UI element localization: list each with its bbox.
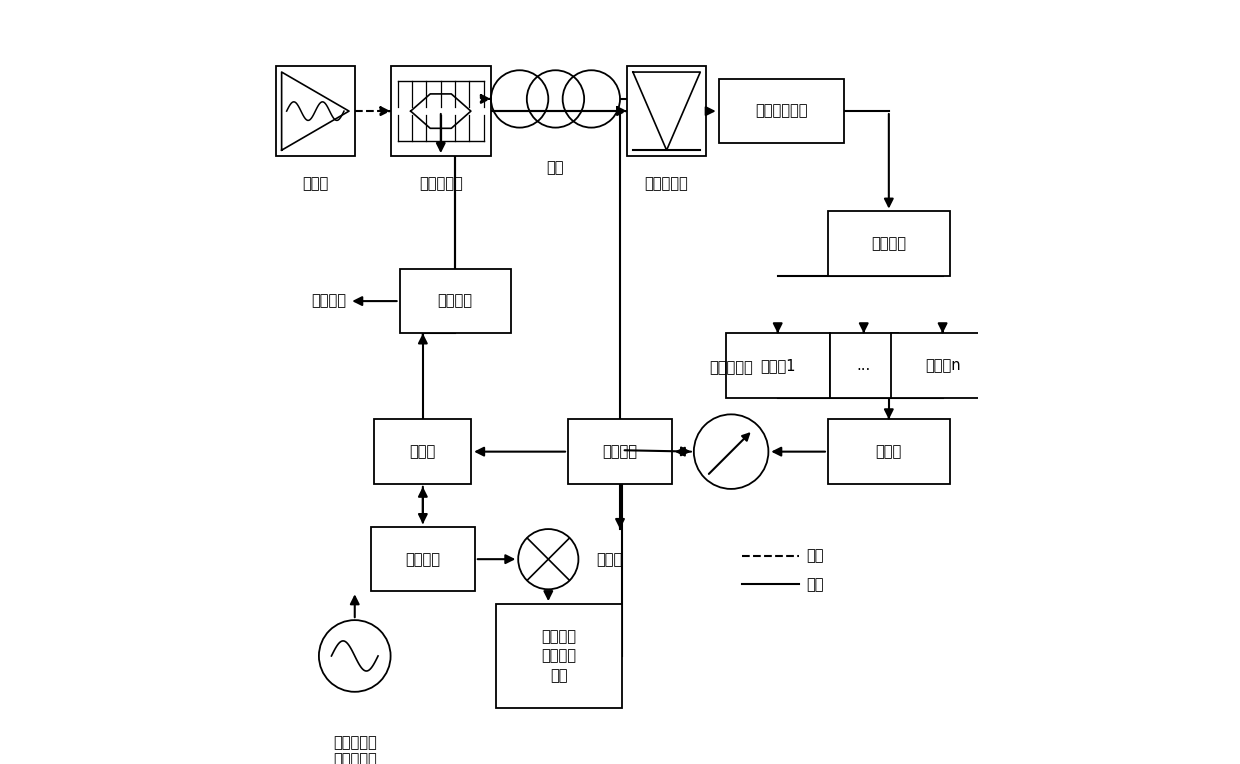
Bar [718, 79, 844, 144]
Text: 相位控制
伺服电路
模块: 相位控制 伺服电路 模块 [542, 629, 577, 683]
Text: 滤波器n: 滤波器n [925, 358, 961, 373]
Text: 高稳定可调
谐的微波源: 高稳定可调 谐的微波源 [332, 735, 377, 764]
Text: 电光调制器: 电光调制器 [419, 176, 463, 191]
Bar [828, 419, 950, 484]
Bar [568, 419, 672, 484]
Text: 功分器三: 功分器三 [438, 293, 472, 309]
Bar [830, 333, 898, 398]
Text: 微波开关: 微波开关 [872, 236, 906, 251]
Text: 功分器二: 功分器二 [405, 552, 440, 567]
Text: 低相噪放大器: 低相噪放大器 [755, 104, 807, 118]
Text: 光域: 光域 [806, 548, 823, 563]
Text: 光电探测器: 光电探测器 [645, 176, 688, 191]
Bar [496, 604, 621, 708]
Bar [371, 527, 475, 591]
Bar [374, 419, 471, 484]
Text: 压控移相器: 压控移相器 [709, 360, 753, 375]
Text: 滤波器1: 滤波器1 [760, 358, 796, 373]
Text: 输出信号: 输出信号 [311, 293, 346, 309]
Bar [391, 66, 491, 156]
Bar [275, 66, 355, 156]
Bar [627, 66, 706, 156]
Bar [399, 269, 511, 333]
Text: ...: ... [857, 358, 870, 373]
Text: 耦合器: 耦合器 [409, 444, 436, 459]
Bar [828, 212, 950, 276]
Bar [725, 333, 830, 398]
Text: 激光器: 激光器 [303, 176, 329, 191]
Text: 混频器: 混频器 [596, 552, 622, 567]
Text: 光纤: 光纤 [547, 160, 564, 175]
Text: 功分器一: 功分器一 [603, 444, 637, 459]
Text: 移相器: 移相器 [875, 444, 901, 459]
Bar [890, 333, 994, 398]
Text: 电域: 电域 [806, 577, 823, 592]
